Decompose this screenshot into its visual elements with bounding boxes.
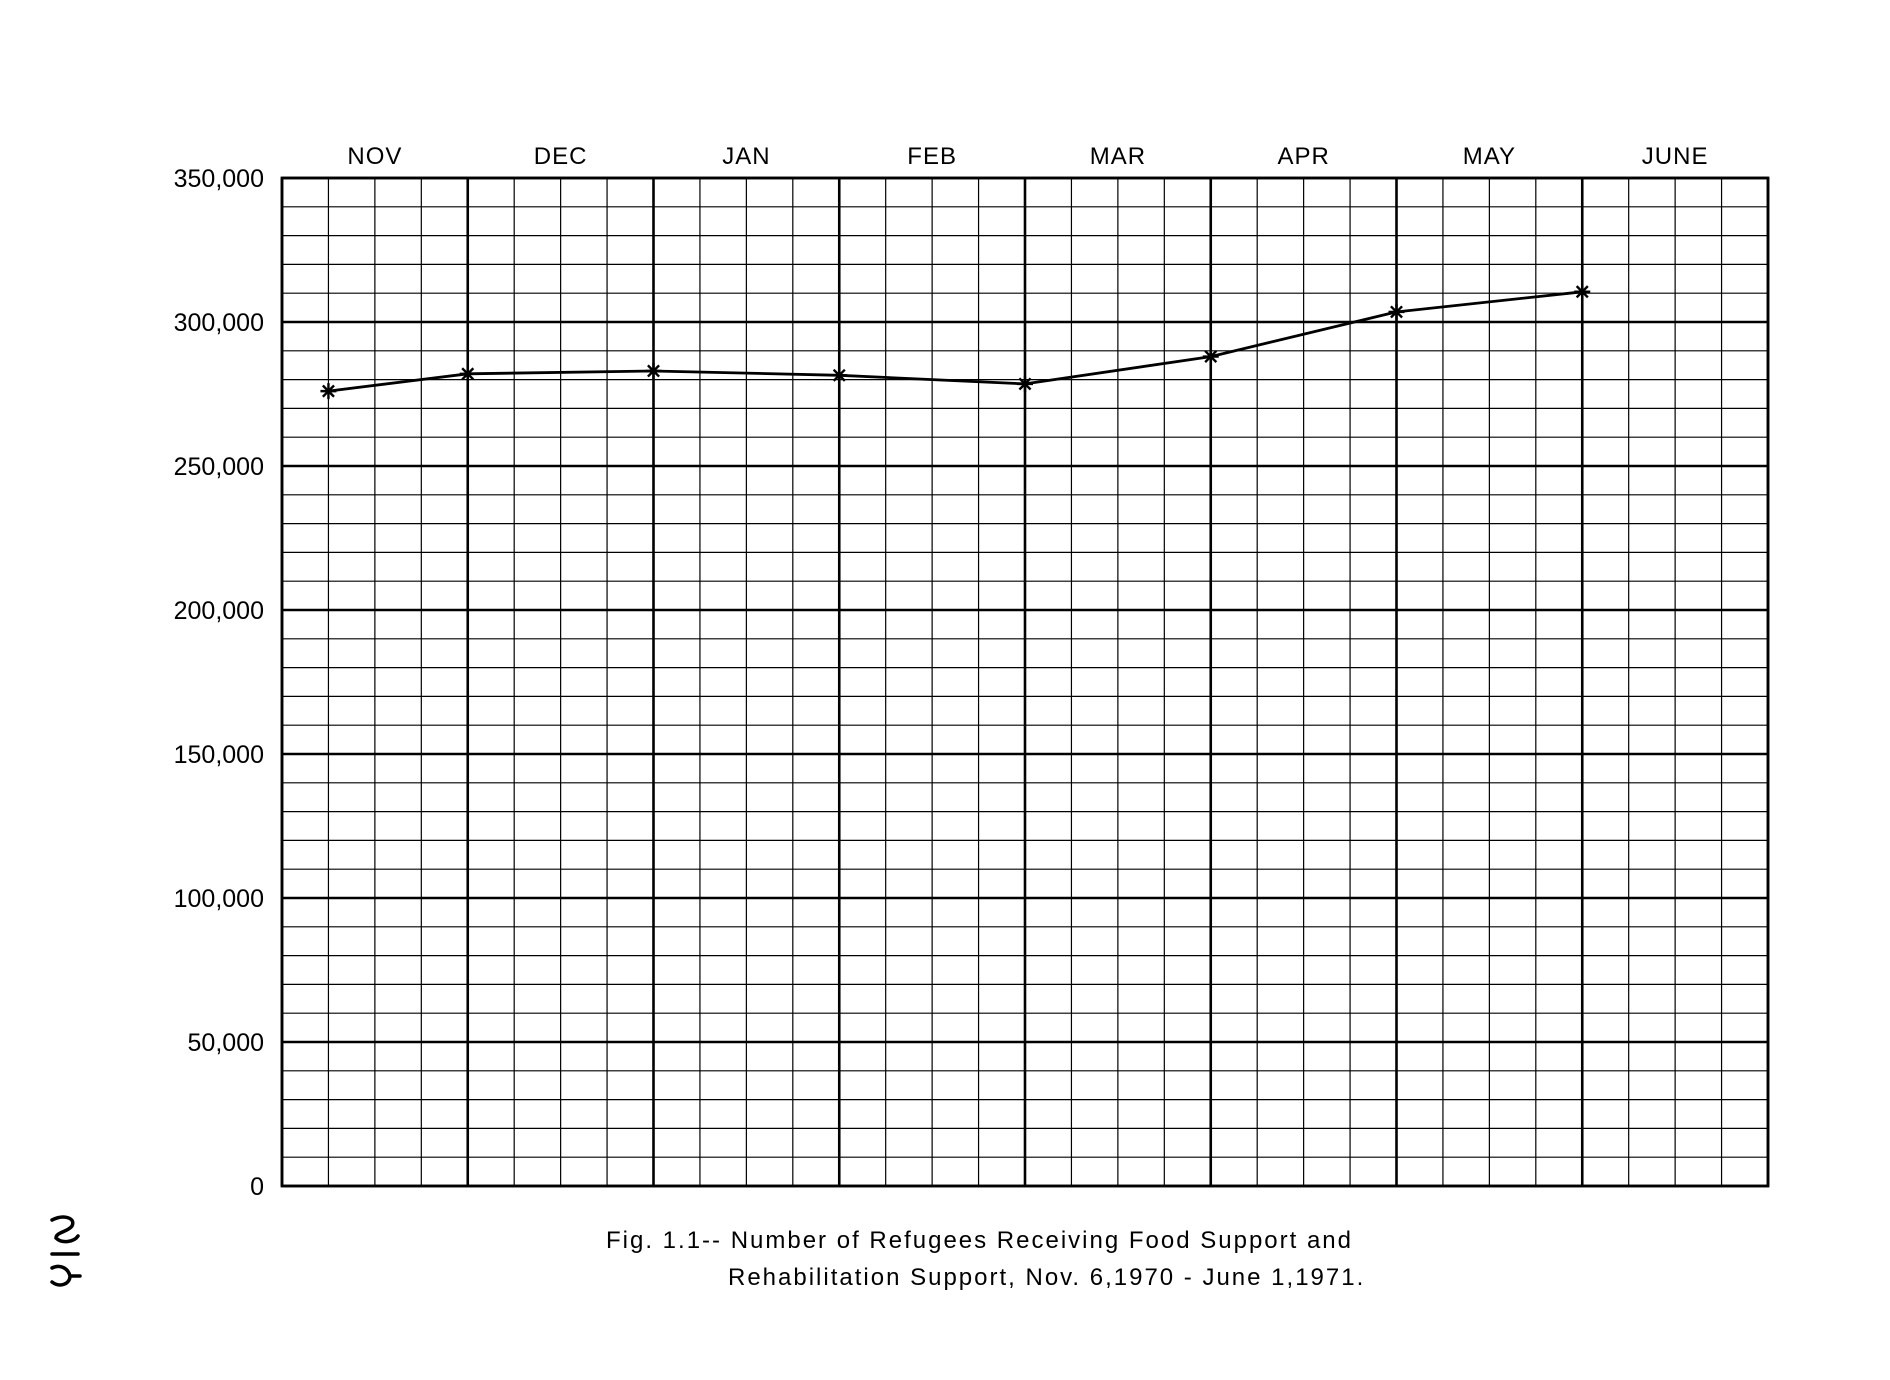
y-tick-label: 150,000	[174, 741, 264, 769]
month-label: MAY	[1463, 143, 1516, 170]
y-tick-label: 0	[250, 1173, 264, 1201]
data-point-marker	[645, 362, 662, 379]
month-label: APR	[1277, 143, 1329, 170]
data-point-marker	[459, 365, 476, 382]
month-label: JAN	[722, 143, 770, 170]
y-tick-label: 200,000	[174, 597, 264, 625]
figure-caption-line-1: Fig. 1.1-- Number of Refugees Receiving …	[606, 1227, 1354, 1254]
marker-stroke	[321, 384, 335, 398]
y-tick-label: 350,000	[174, 165, 264, 193]
data-point-marker	[1574, 283, 1591, 300]
marker-stroke	[1575, 285, 1589, 299]
data-point-marker	[1202, 348, 1219, 365]
y-tick-label: 300,000	[174, 309, 264, 337]
month-label: NOV	[347, 143, 402, 170]
marker-stroke	[1204, 350, 1218, 364]
series-line	[320, 283, 1591, 400]
y-tick-label: 100,000	[174, 885, 264, 913]
handwritten-page-number	[50, 1215, 82, 1287]
series-polyline	[328, 290, 1583, 393]
y-tick-label: 250,000	[174, 453, 264, 481]
y-axis-tick-labels: 350,000 300,000 250,000 200,000 150,000 100,0…	[174, 165, 264, 1201]
data-point-marker	[831, 367, 848, 384]
marker-stroke	[461, 367, 475, 381]
data-point-marker	[1388, 303, 1405, 320]
data-point-marker	[320, 383, 337, 400]
data-point-marker	[1017, 375, 1033, 392]
marker-stroke	[832, 368, 846, 382]
month-labels: NOV DEC JAN FEB MAR APR MAY JUNE	[347, 143, 1709, 170]
month-label: MAR	[1090, 143, 1146, 170]
month-label: FEB	[907, 143, 957, 170]
month-label: JUNE	[1642, 143, 1709, 170]
figure-caption-line-2: Rehabilitation Support, Nov. 6,1970 - Ju…	[728, 1264, 1366, 1291]
y-tick-label: 50,000	[188, 1029, 264, 1057]
marker-stroke	[1390, 305, 1403, 319]
marker-stroke	[1018, 377, 1032, 391]
marker-stroke	[647, 364, 660, 378]
chart-grid	[280, 176, 1770, 1188]
plot-frame	[280, 176, 1770, 1188]
month-label: DEC	[534, 143, 588, 170]
